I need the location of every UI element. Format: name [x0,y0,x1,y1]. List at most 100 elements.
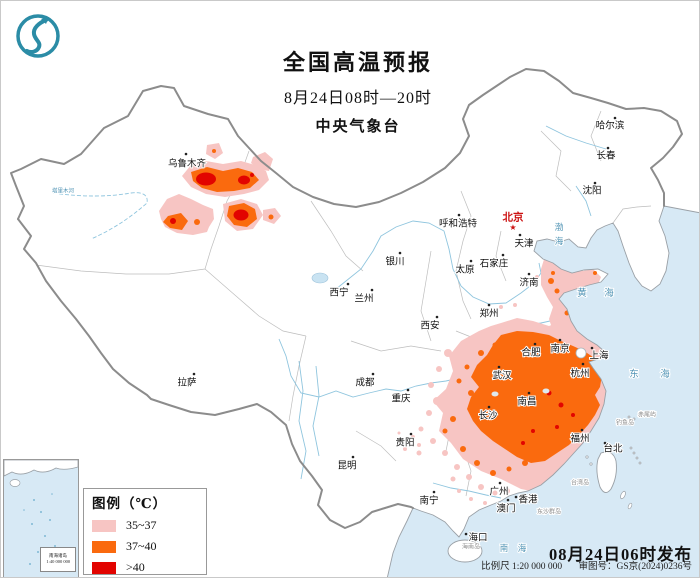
city-label: 广州 [489,486,508,498]
city-dot [613,116,617,120]
heat-patches [159,143,619,505]
qinghai-lake [311,272,329,284]
legend-item-label: >40 [126,560,145,574]
city-dot [435,315,439,319]
city-label: 杭州 [570,368,589,380]
city-label: 天津 [514,239,534,250]
city-label: 拉萨 [177,377,197,389]
legend-item: 35~37 [92,518,200,533]
sea-label: 海 [604,287,614,299]
city-dot [346,282,350,286]
legend: 图例（℃） 35~37 37~40 >40 [83,488,207,575]
legend-title: 图例（℃） [92,496,168,511]
city-label: 郑州 [479,308,498,320]
city-dot [192,372,196,376]
city-label: 西安 [420,320,439,332]
province-borders [35,110,652,497]
hainan-island [447,539,483,563]
city-dot [506,498,510,502]
city-label: 呼和浩特 [439,218,478,230]
city-dot [184,152,188,156]
legend-item-label: 35~37 [126,518,157,532]
city-label: 福州 [570,433,589,445]
dongting-lake [491,391,499,397]
city-label: 南昌 [517,396,536,408]
city-dot [351,455,355,459]
page-title: 全国高温预报 [282,50,434,75]
city-label: 上海 [589,350,609,362]
scale-text: 比例尺 1:20 000 000 [481,562,563,572]
city-label: 昆明 [337,461,356,472]
city-label: 台北 [603,443,623,455]
publish-time: 08月24日06时发布 [549,545,692,564]
city-dot [469,259,473,263]
city-dot [370,288,374,292]
national-border [10,68,683,529]
cma-logo-icon [16,14,60,58]
city-dot [457,213,461,217]
legend-swatch [92,519,116,532]
inset-title: 南海诸岛 [48,553,67,559]
city-dot [487,405,491,409]
city-label: 成都 [355,377,375,389]
inset-scale: 1:40 000 000 [46,559,70,565]
legend-item: 37~40 [92,539,200,554]
sea [386,205,699,577]
city-label: 石家庄 [480,258,509,270]
lakes [311,272,587,397]
city-dot [432,490,436,494]
legend-swatch [92,540,116,553]
city-dot [409,432,413,436]
sea-label: 黄 [577,287,587,299]
city-label: 兰州 [354,293,373,305]
capital-star: ★ [509,223,516,232]
city-label: 西宁 [329,287,348,299]
city-dot [533,342,537,346]
taiwan-island [596,451,617,493]
capital-label: 北京 [503,211,524,224]
heat-red [170,172,254,224]
city-label: 澳门 [496,503,515,515]
city-dot [603,441,607,445]
agency-name: 中央气象台 [315,119,401,135]
city-dot [590,346,594,350]
city-dot [593,181,597,185]
city-dot [580,428,584,432]
city-label: 香港 [518,494,538,506]
island-label: 钓鱼岛 [616,419,634,427]
legend-items: 35~37 37~40 >40 [92,518,200,575]
approval-number: 审图号：GS京(2024)0236号 [578,562,692,572]
heat-red-speckle [521,390,575,445]
inset-map [4,460,78,565]
city-dot [464,532,468,536]
city-dot [497,365,501,369]
city-label: 合肥 [521,347,541,359]
inset-coast [4,460,78,477]
city-label: 长沙 [478,410,498,422]
sea-label: 海 [555,236,564,246]
cma-logo [13,11,63,61]
city-dot [518,233,522,237]
taihu-lake [575,347,587,359]
legend-swatch [92,561,116,574]
sea-label: 海 [660,368,670,380]
heat-orange-speckle [442,332,594,476]
city-label: 济南 [519,277,538,289]
rivers [52,125,607,499]
island-label: 台湾岛 [571,479,589,487]
sea-label: 东 [629,368,639,380]
city-dot [581,362,585,366]
poyang-lake [542,388,550,394]
island-label: 东沙群岛 [537,508,561,516]
city-label: 贵阳 [395,437,414,449]
city-dot [371,372,375,376]
small-islands [585,415,642,510]
inset-label-box: 南海诸岛 1:40 000 000 [40,547,76,572]
river-label: 塔里木河 [52,187,75,195]
city-label: 南宁 [419,495,438,507]
city-dot [406,388,410,392]
inset-islands [23,493,56,565]
